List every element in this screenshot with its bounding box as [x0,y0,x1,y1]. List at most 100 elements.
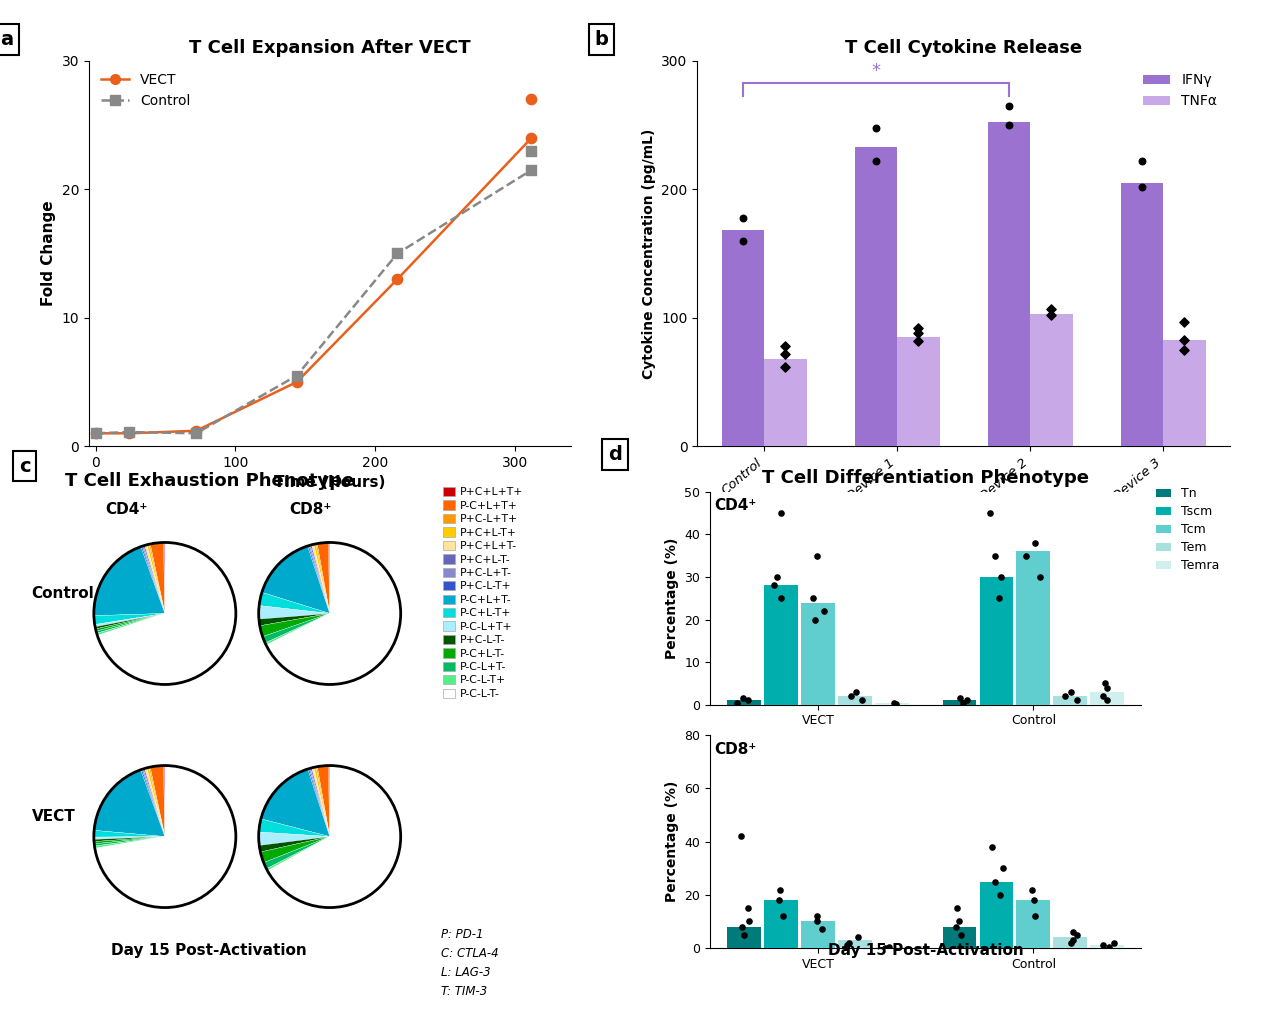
Point [804,590,824,606]
Point [957,693,978,709]
Wedge shape [142,546,165,613]
Point [387,271,407,287]
Wedge shape [264,837,330,869]
Bar [942,701,976,705]
Point [879,939,899,955]
Wedge shape [262,613,330,643]
Point [814,603,834,620]
Point [521,130,541,146]
Bar [1030,314,1073,446]
Point [1022,881,1042,897]
Text: Control: Control [32,586,94,600]
Wedge shape [259,613,330,626]
Point [989,590,1009,606]
Text: CD8⁺: CD8⁺ [289,502,332,517]
Wedge shape [94,830,165,838]
Point [1096,675,1116,692]
Point [1132,153,1153,169]
Y-axis label: Percentage (%): Percentage (%) [664,781,678,902]
Point [1097,693,1117,709]
Wedge shape [141,770,165,837]
Wedge shape [143,769,165,837]
Bar [875,703,909,705]
Point [908,319,928,336]
Point [866,120,886,136]
Wedge shape [148,544,165,613]
Bar [1054,937,1088,948]
Point [981,839,1002,855]
Bar [855,147,898,446]
Point [946,919,966,935]
Point [837,937,857,953]
Bar [838,697,872,705]
Point [732,919,752,935]
Wedge shape [164,766,165,837]
Wedge shape [311,545,330,613]
Wedge shape [313,767,330,837]
Point [1025,534,1045,551]
Text: VECT: VECT [32,809,76,823]
Bar [1090,692,1125,705]
Point [806,909,827,925]
Bar [1121,183,1163,446]
Point [908,325,928,342]
Point [1097,679,1117,696]
Wedge shape [94,837,165,840]
Point [1030,569,1050,585]
Point [838,935,858,951]
Bar [1054,697,1088,705]
Point [765,577,785,593]
Text: *: * [871,62,880,80]
Wedge shape [94,547,165,615]
Wedge shape [309,769,330,837]
Point [768,892,789,909]
Point [775,346,795,362]
Text: CD8⁺: CD8⁺ [714,741,757,756]
Point [947,900,967,917]
Bar [801,602,834,705]
Wedge shape [312,545,330,613]
Point [1063,924,1083,940]
Y-axis label: Fold Change: Fold Change [41,201,56,306]
Wedge shape [95,837,165,849]
Point [738,900,758,917]
Bar [980,577,1013,705]
Bar [765,359,806,446]
Wedge shape [328,766,330,837]
Point [846,683,866,700]
Point [730,828,751,845]
Wedge shape [308,546,330,613]
Wedge shape [95,613,165,629]
Bar [875,947,909,948]
Point [521,162,541,178]
Wedge shape [261,769,330,837]
Wedge shape [317,766,330,837]
Point [812,922,832,938]
Point [738,693,758,709]
Point [119,425,139,441]
Wedge shape [311,768,330,837]
Wedge shape [309,546,330,613]
Wedge shape [268,766,401,908]
Wedge shape [94,837,165,844]
Bar [727,927,761,948]
Point [733,691,753,707]
Text: c: c [19,456,30,476]
Point [86,425,107,441]
Point [993,860,1013,876]
Wedge shape [265,613,330,645]
Point [1132,178,1153,195]
Wedge shape [313,544,330,613]
Wedge shape [308,769,330,837]
Text: P: PD-1
C: CTLA-4
L: LAG-3
T: TIM-3: P: PD-1 C: CTLA-4 L: LAG-3 T: TIM-3 [441,928,498,998]
Point [287,367,307,383]
Title: T Cell Cytokine Release: T Cell Cytokine Release [844,39,1083,57]
Wedge shape [316,767,330,837]
Point [775,358,795,374]
Point [739,914,760,930]
Wedge shape [94,837,165,846]
Wedge shape [262,546,330,613]
Point [1093,937,1113,953]
Point [806,914,827,930]
Wedge shape [94,613,165,625]
